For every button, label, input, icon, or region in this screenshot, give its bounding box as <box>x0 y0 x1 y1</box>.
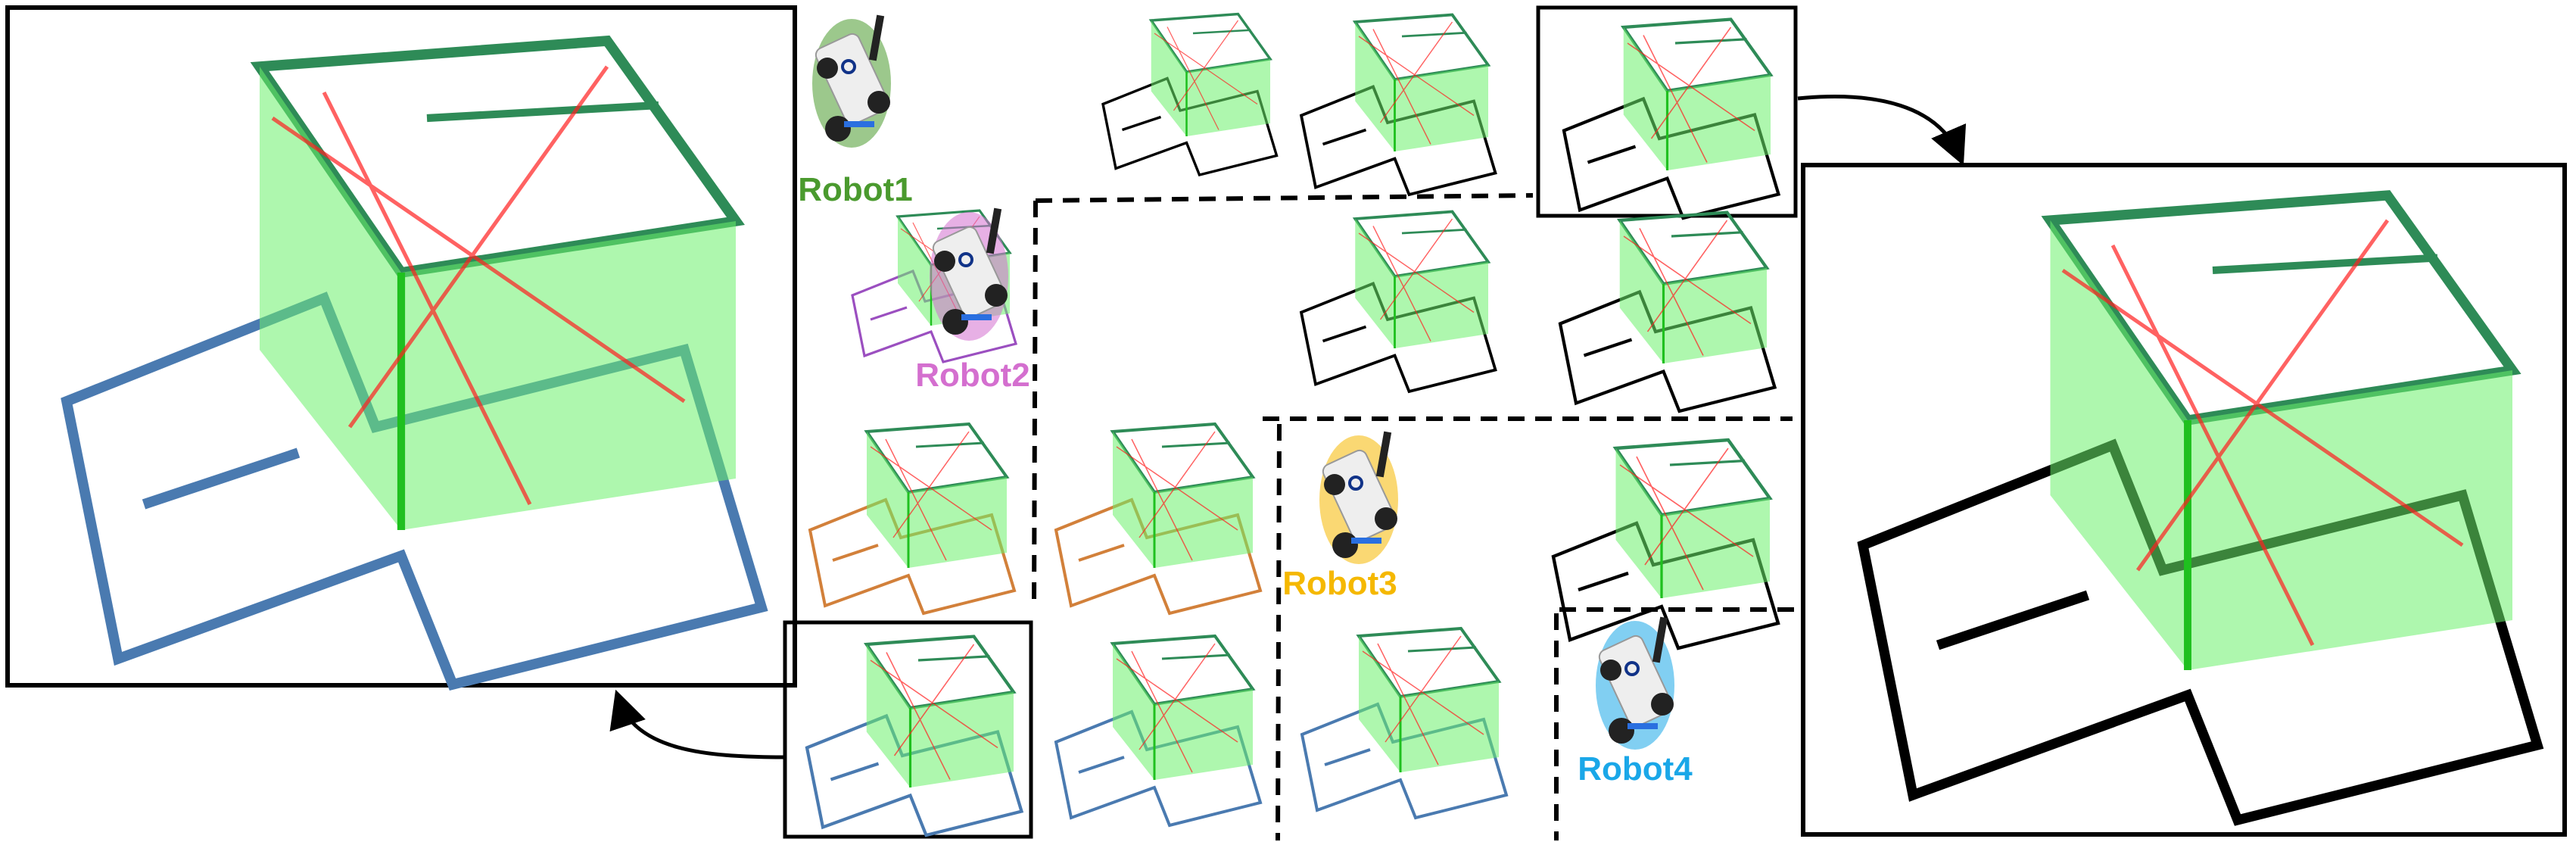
robot-region-dividers <box>1032 193 1794 841</box>
map-thumbnail <box>807 637 1022 836</box>
robot-icon <box>1318 429 1400 566</box>
map-thumbnail <box>1300 210 1497 393</box>
map-thumbnail <box>1564 20 1779 219</box>
robot3-label: Robot3 <box>1282 565 1397 602</box>
map-thumbnail <box>1054 635 1262 827</box>
map-thumbnail <box>1300 627 1508 819</box>
map-thumbnail <box>808 423 1016 615</box>
robot-icon <box>1594 615 1677 751</box>
highlight-box-bottom <box>783 620 1033 839</box>
map-thumbnail <box>1101 12 1279 176</box>
map-thumbnail <box>1560 213 1775 412</box>
map-thumbnail <box>1553 440 1778 648</box>
robot4-label: Robot4 <box>1578 750 1693 787</box>
robot-icon <box>811 13 893 150</box>
robot2-label: Robot2 <box>915 357 1030 394</box>
arrow-icon <box>609 689 784 759</box>
map-thumbnail <box>1300 13 1497 196</box>
arrow-icon <box>1797 95 1967 166</box>
robot1-label: Robot1 <box>798 171 913 208</box>
map-thumbnail <box>1054 423 1262 615</box>
